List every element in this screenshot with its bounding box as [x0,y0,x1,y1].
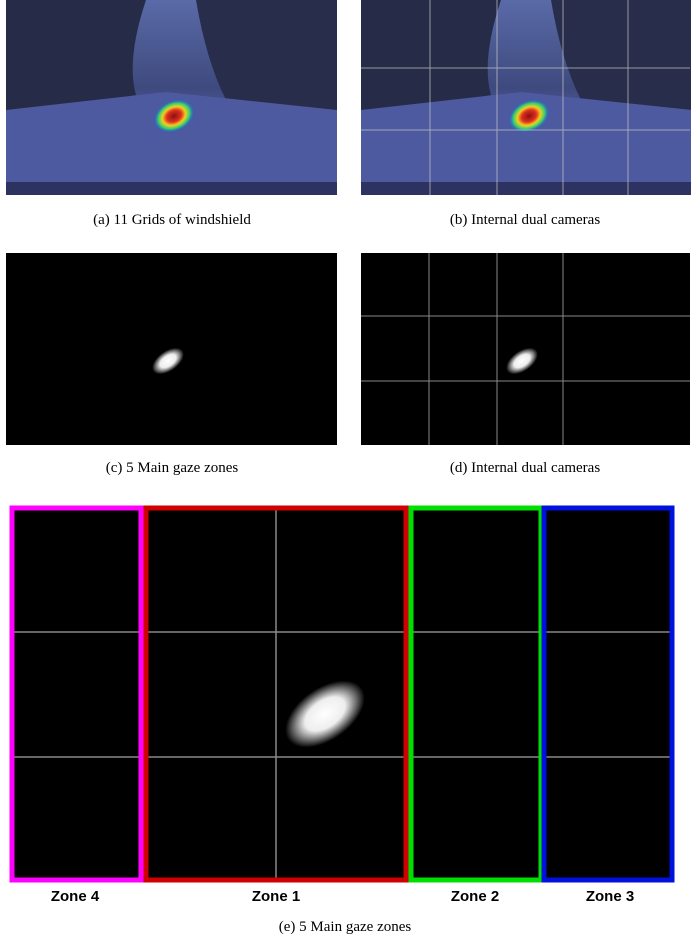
figure: (a) 11 Grids of windshield (b) Internal … [0,0,691,942]
zone-label: Zone 4 [10,888,140,905]
zone-label: Zone 2 [410,888,540,905]
caption: (d) Internal dual cameras [355,460,691,477]
zone-label: Zone 1 [211,888,341,905]
caption: (c) 5 Main gaze zones [2,460,342,477]
caption: (a) 11 Grids of windshield [2,212,342,229]
caption: (e) 5 Main gaze zones [175,919,515,936]
zone-label: Zone 3 [545,888,675,905]
caption: (b) Internal dual cameras [355,212,691,229]
